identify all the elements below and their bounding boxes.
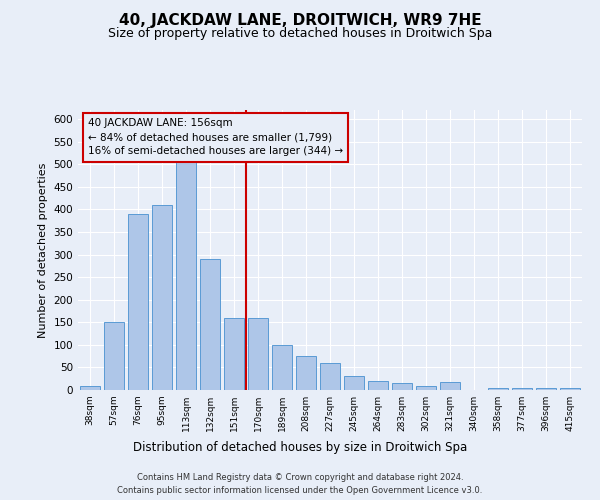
Text: Distribution of detached houses by size in Droitwich Spa: Distribution of detached houses by size … [133, 441, 467, 454]
Bar [80, 386, 100, 390]
Bar [272, 345, 292, 390]
Bar [512, 388, 532, 390]
Y-axis label: Number of detached properties: Number of detached properties [38, 162, 48, 338]
Bar [296, 356, 316, 390]
Bar [200, 259, 220, 390]
Bar [368, 381, 388, 390]
Bar [392, 383, 412, 390]
Bar [248, 318, 268, 390]
Bar [344, 376, 364, 390]
Bar [128, 214, 148, 390]
Bar [176, 160, 196, 390]
Bar [320, 363, 340, 390]
Text: 40, JACKDAW LANE, DROITWICH, WR9 7HE: 40, JACKDAW LANE, DROITWICH, WR9 7HE [119, 12, 481, 28]
Text: Size of property relative to detached houses in Droitwich Spa: Size of property relative to detached ho… [108, 28, 492, 40]
Text: 40 JACKDAW LANE: 156sqm
← 84% of detached houses are smaller (1,799)
16% of semi: 40 JACKDAW LANE: 156sqm ← 84% of detache… [88, 118, 343, 156]
Bar [488, 388, 508, 390]
Bar [440, 382, 460, 390]
Bar [152, 205, 172, 390]
Bar [560, 388, 580, 390]
Text: Contains HM Land Registry data © Crown copyright and database right 2024.
Contai: Contains HM Land Registry data © Crown c… [118, 474, 482, 495]
Bar [224, 318, 244, 390]
Bar [416, 386, 436, 390]
Bar [536, 388, 556, 390]
Bar [104, 322, 124, 390]
